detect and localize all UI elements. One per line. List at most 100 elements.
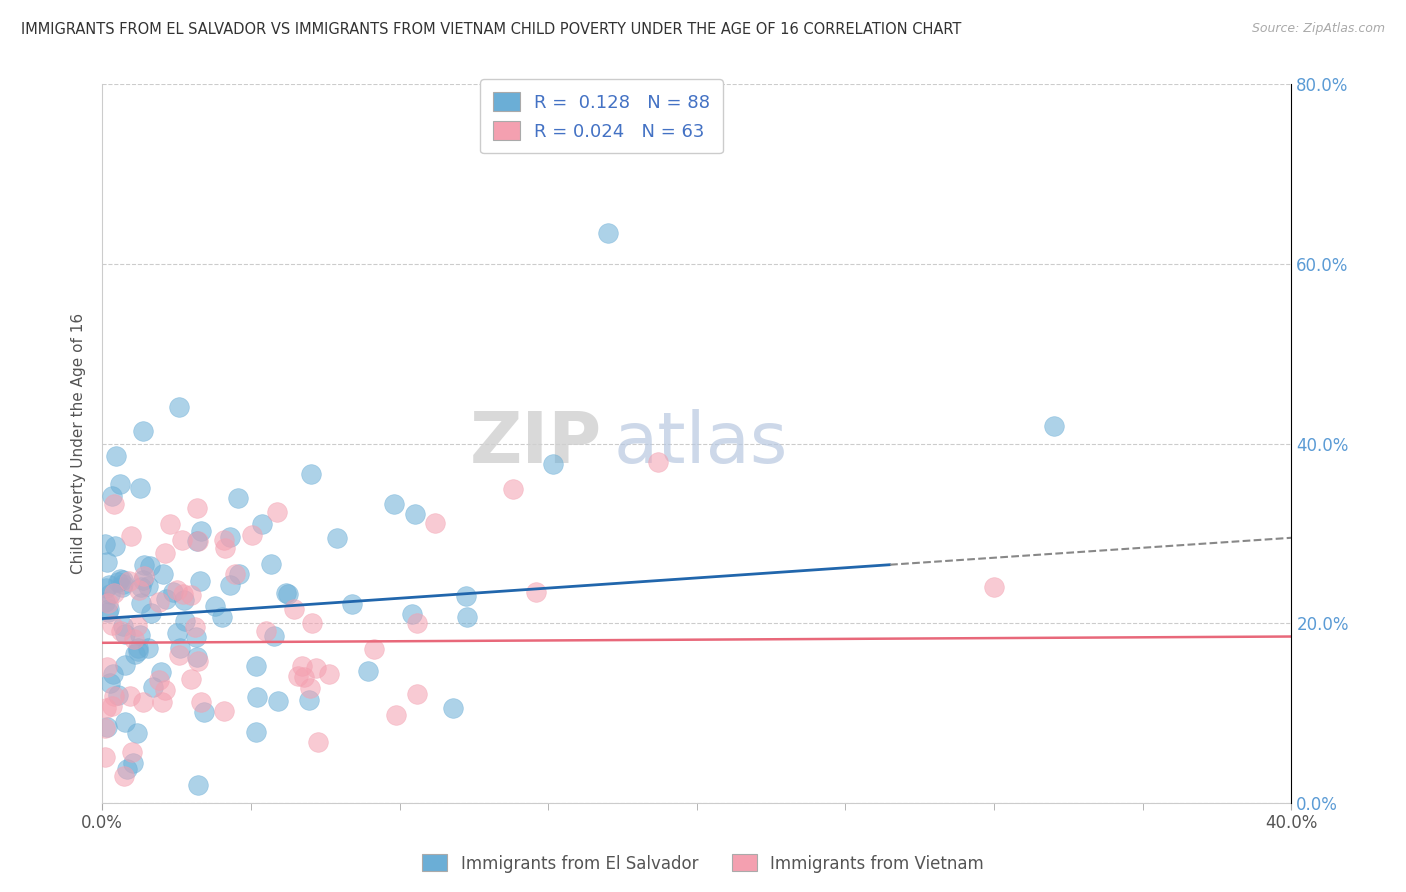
Point bbox=[456, 610, 478, 624]
Point bbox=[150, 695, 173, 709]
Point bbox=[219, 530, 242, 544]
Point bbox=[245, 658, 267, 673]
Point bbox=[98, 587, 121, 601]
Point bbox=[101, 666, 124, 681]
Point bbox=[129, 596, 152, 610]
Point bbox=[246, 690, 269, 704]
Point bbox=[111, 581, 134, 595]
Point bbox=[120, 529, 142, 543]
Point bbox=[301, 467, 323, 481]
Y-axis label: Child Poverty Under the Age of 16: Child Poverty Under the Age of 16 bbox=[72, 313, 86, 574]
Point bbox=[441, 701, 464, 715]
Point bbox=[132, 558, 155, 573]
Point bbox=[112, 573, 135, 587]
Point bbox=[524, 585, 547, 599]
Point bbox=[101, 618, 124, 632]
Point bbox=[127, 641, 149, 656]
Point bbox=[263, 629, 285, 643]
Text: ZIP: ZIP bbox=[470, 409, 602, 478]
Point bbox=[112, 769, 135, 783]
Point bbox=[214, 541, 236, 556]
Point bbox=[94, 701, 117, 715]
Point bbox=[94, 750, 117, 764]
Text: IMMIGRANTS FROM EL SALVADOR VS IMMIGRANTS FROM VIETNAM CHILD POVERTY UNDER THE A: IMMIGRANTS FROM EL SALVADOR VS IMMIGRANT… bbox=[21, 22, 962, 37]
Point bbox=[240, 528, 263, 542]
Point bbox=[112, 619, 135, 633]
Point bbox=[173, 614, 195, 628]
Point bbox=[124, 647, 146, 661]
Point bbox=[139, 606, 162, 620]
Point bbox=[103, 496, 125, 510]
Point bbox=[132, 573, 155, 587]
Point bbox=[120, 690, 142, 704]
Point bbox=[186, 650, 208, 665]
Point bbox=[129, 481, 152, 495]
Point bbox=[425, 516, 447, 530]
Point bbox=[224, 567, 246, 582]
Point bbox=[152, 567, 174, 582]
Point bbox=[180, 588, 202, 602]
Point bbox=[385, 707, 408, 722]
Point bbox=[228, 567, 250, 582]
Point bbox=[190, 695, 212, 709]
Point bbox=[187, 534, 209, 549]
Point bbox=[454, 589, 477, 603]
Point bbox=[103, 689, 125, 703]
Point bbox=[983, 580, 1005, 594]
Point bbox=[97, 605, 120, 619]
Text: Source: ZipAtlas.com: Source: ZipAtlas.com bbox=[1251, 22, 1385, 36]
Point bbox=[301, 615, 323, 630]
Point bbox=[96, 555, 118, 569]
Point bbox=[647, 455, 669, 469]
Point bbox=[187, 778, 209, 792]
Point bbox=[356, 664, 378, 678]
Point bbox=[170, 533, 193, 548]
Point bbox=[132, 424, 155, 438]
Point bbox=[155, 591, 177, 606]
Point bbox=[96, 660, 118, 674]
Point bbox=[108, 477, 131, 491]
Point bbox=[110, 624, 132, 639]
Point bbox=[184, 620, 207, 634]
Point bbox=[98, 676, 121, 690]
Point bbox=[254, 624, 277, 639]
Legend: R =  0.128   N = 88, R = 0.024   N = 63: R = 0.128 N = 88, R = 0.024 N = 63 bbox=[481, 79, 723, 153]
Text: atlas: atlas bbox=[613, 409, 787, 478]
Point bbox=[138, 579, 160, 593]
Point bbox=[128, 583, 150, 598]
Point bbox=[219, 578, 242, 592]
Point bbox=[125, 726, 148, 740]
Point bbox=[502, 483, 524, 497]
Point bbox=[167, 648, 190, 662]
Point bbox=[184, 630, 207, 644]
Point bbox=[166, 625, 188, 640]
Point bbox=[325, 531, 347, 545]
Point bbox=[188, 574, 211, 588]
Point bbox=[118, 574, 141, 589]
Point bbox=[405, 687, 427, 701]
Point bbox=[94, 722, 117, 736]
Point bbox=[596, 226, 619, 240]
Point bbox=[363, 642, 385, 657]
Point bbox=[287, 669, 309, 683]
Point bbox=[260, 557, 283, 571]
Point bbox=[283, 602, 305, 616]
Point bbox=[150, 665, 173, 679]
Point bbox=[98, 578, 121, 592]
Point bbox=[136, 641, 159, 656]
Point bbox=[103, 586, 125, 600]
Point bbox=[318, 666, 340, 681]
Point bbox=[266, 505, 288, 519]
Point bbox=[162, 585, 184, 599]
Point bbox=[132, 695, 155, 709]
Point bbox=[186, 500, 208, 515]
Point bbox=[340, 597, 363, 611]
Point bbox=[107, 575, 129, 590]
Point bbox=[94, 595, 117, 609]
Point bbox=[153, 682, 176, 697]
Legend: Immigrants from El Salvador, Immigrants from Vietnam: Immigrants from El Salvador, Immigrants … bbox=[416, 847, 990, 880]
Point bbox=[404, 507, 426, 521]
Point bbox=[148, 673, 170, 687]
Point bbox=[129, 628, 152, 642]
Point bbox=[134, 569, 156, 583]
